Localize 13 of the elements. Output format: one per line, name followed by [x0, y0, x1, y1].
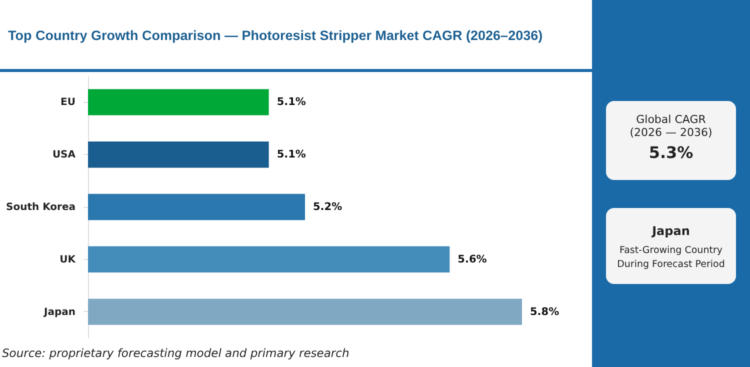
source-note: Source: proprietary forecasting model and primary research [2, 346, 350, 360]
y-tick-label: Japan [43, 306, 76, 318]
chart-title: Top Country Growth Comparison — Photoresist Stripper Market CAGR (2026–2036) [8, 28, 544, 43]
y-tick-label: UK [60, 254, 77, 266]
y-tick-label: USA [52, 150, 76, 161]
data-label: 5.1% [276, 148, 306, 161]
y-tick-label: EU [60, 97, 76, 108]
y-tick-label: South Korea [6, 202, 76, 213]
data-label: 5.6% [458, 253, 488, 266]
data-label: 5.8% [530, 306, 560, 318]
side-panel: Global CAGR (2026 — 2036) 5.3% Japan Fast-Growing Country During Forecast Period [592, 0, 750, 367]
data-label: 5.1% [276, 96, 306, 108]
data-label: 5.2% [313, 201, 343, 213]
